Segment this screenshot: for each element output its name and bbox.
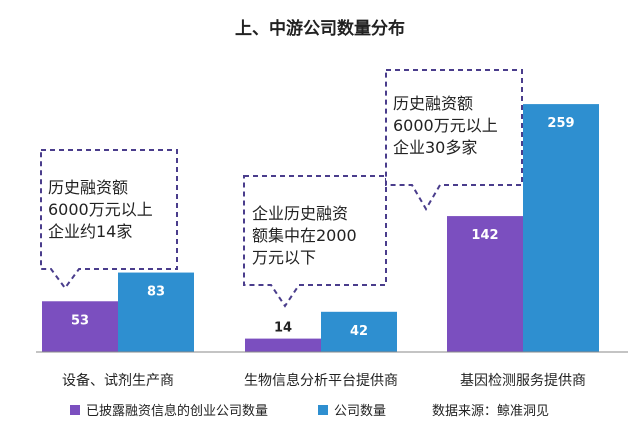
bar-startups-1 <box>245 338 321 352</box>
data-source-note: 数据来源：鲸准洞见 <box>432 404 549 419</box>
bar-companies-0 <box>118 272 194 352</box>
category-labels: 设备、试剂生产商 生物信息分析平台提供商 基因检测服务提供商 <box>62 372 586 389</box>
data-label-companies-1: 42 <box>350 324 368 339</box>
callout-text-0-1: 6000万元以上 <box>48 200 153 219</box>
bar-startups-2 <box>447 216 523 352</box>
category-label-2: 基因检测服务提供商 <box>460 372 586 389</box>
legend: 已披露融资信息的创业公司数量 公司数量 <box>70 403 386 419</box>
callout-layer: 历史融资额6000万元以上企业约14家企业历史融资额集中在2000万元以下历史融… <box>40 69 523 308</box>
bar-startups-0 <box>42 301 118 352</box>
bar-companies-1 <box>321 311 397 352</box>
callout-text-2-1: 6000万元以上 <box>393 116 498 135</box>
data-label-startups-2: 142 <box>471 228 498 243</box>
callout-text-1-2: 万元以下 <box>252 248 316 267</box>
bar-companies-2 <box>523 104 599 352</box>
callout-text-0-2: 企业约14家 <box>48 222 132 241</box>
callout-text-2-2: 企业30多家 <box>393 138 477 157</box>
data-label-startups-0: 53 <box>71 313 89 328</box>
category-label-1: 生物信息分析平台提供商 <box>244 372 398 389</box>
data-label-companies-2: 259 <box>547 116 574 131</box>
chart-title: 上、中游公司数量分布 <box>235 18 405 39</box>
callout-box-0 <box>40 149 178 290</box>
callout-text-0-0: 历史融资额 <box>48 178 128 197</box>
legend-swatch-startups <box>70 405 80 415</box>
legend-swatch-companies <box>318 405 328 415</box>
callout-box-2 <box>385 69 523 211</box>
callout-text-1-1: 额集中在2000 <box>252 226 357 245</box>
bar-layer: 53 83 14 42 142 259 <box>42 104 599 352</box>
data-label-companies-0: 83 <box>147 285 165 300</box>
category-label-0: 设备、试剂生产商 <box>62 372 174 389</box>
data-label-startups-1: 14 <box>274 321 292 336</box>
legend-label-companies: 公司数量 <box>334 404 386 419</box>
callout-text-1-0: 企业历史融资 <box>252 204 348 223</box>
callout-box-1 <box>243 175 387 308</box>
callout-text-2-0: 历史融资额 <box>393 94 473 113</box>
legend-label-startups: 已披露融资信息的创业公司数量 <box>86 403 268 419</box>
